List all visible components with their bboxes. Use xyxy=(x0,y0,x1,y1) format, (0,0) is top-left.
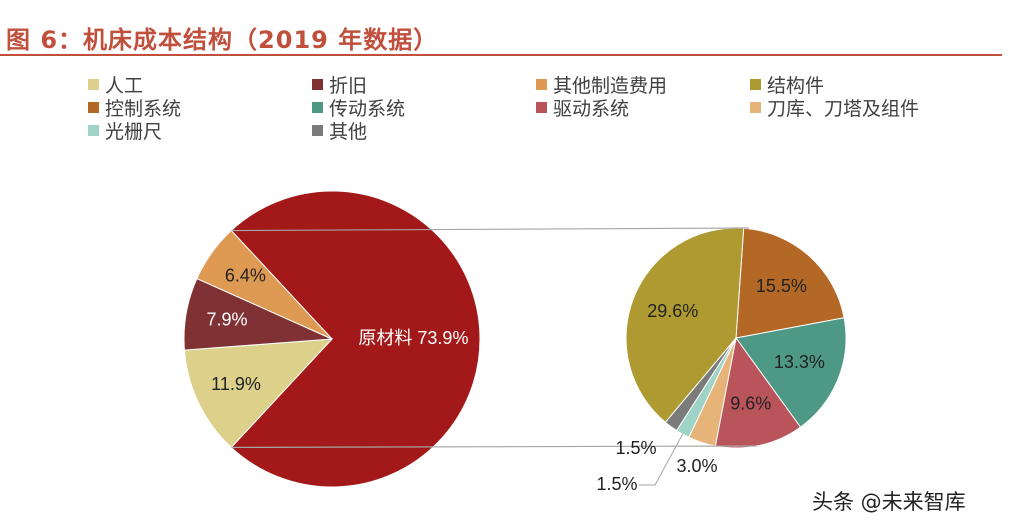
breakdown-data-label: 15.5% xyxy=(756,276,807,296)
figure-title: 图 6：机床成本结构（2019 年数据） xyxy=(6,26,439,54)
legend-item: 人工 xyxy=(88,71,143,98)
legend-swatch xyxy=(88,125,99,136)
connector-line xyxy=(231,445,757,449)
breakdown-data-label: 1.5% xyxy=(615,438,656,458)
breakdown-slice xyxy=(735,227,845,339)
legend-item: 其他制造费用 xyxy=(536,71,667,98)
legend-item: 结构件 xyxy=(750,71,824,98)
legend-swatch xyxy=(536,79,547,90)
breakdown-data-label: 13.3% xyxy=(774,352,825,372)
legend-swatch xyxy=(750,102,761,113)
breakdown-data-label: 29.6% xyxy=(647,301,698,321)
title-divider xyxy=(0,54,1002,56)
legend-label: 其他 xyxy=(329,121,368,143)
legend-label: 结构件 xyxy=(767,75,825,97)
legend-label: 驱动系统 xyxy=(553,98,630,120)
legend-label: 折旧 xyxy=(329,75,368,97)
legend-swatch xyxy=(312,79,323,90)
legend-item: 光栅尺 xyxy=(88,117,162,144)
legend-item: 折旧 xyxy=(312,71,367,98)
legend-swatch xyxy=(312,125,323,136)
legend-swatch xyxy=(88,102,99,113)
legend-item: 传动系统 xyxy=(312,94,405,121)
breakdown-data-label: 1.5% xyxy=(596,474,637,494)
connector-line xyxy=(231,227,750,232)
legend-swatch xyxy=(312,102,323,113)
pie-data-label: 11.9% xyxy=(211,374,261,394)
watermark: 头条 @未来智库 xyxy=(812,490,966,514)
leader-line xyxy=(639,433,684,486)
legend-label: 控制系统 xyxy=(105,98,182,120)
breakdown-data-label: 9.6% xyxy=(730,393,771,413)
legend-label: 人工 xyxy=(105,75,144,97)
legend-label: 刀库、刀塔及组件 xyxy=(767,98,920,120)
legend-item: 其他 xyxy=(312,117,367,144)
pie-slice xyxy=(230,190,481,488)
legend-item: 驱动系统 xyxy=(536,94,629,121)
legend-swatch xyxy=(88,79,99,90)
legend-swatch xyxy=(750,79,761,90)
breakdown-slice xyxy=(625,227,745,423)
pie-slice xyxy=(196,229,333,340)
breakdown-data-label: 3.0% xyxy=(676,456,717,476)
legend-label: 光栅尺 xyxy=(105,121,163,143)
legend-item: 刀库、刀塔及组件 xyxy=(750,94,919,121)
legend-swatch xyxy=(536,102,547,113)
legend-label: 传动系统 xyxy=(329,98,406,120)
pie-data-label: 7.9% xyxy=(207,309,248,329)
legend-label: 其他制造费用 xyxy=(553,75,668,97)
pie-data-label: 原材料 73.9% xyxy=(358,328,468,348)
pie-slice xyxy=(183,338,334,449)
breakdown-slice xyxy=(735,317,847,428)
legend-item: 控制系统 xyxy=(88,94,181,121)
pie-data-label: 6.4% xyxy=(225,266,266,286)
